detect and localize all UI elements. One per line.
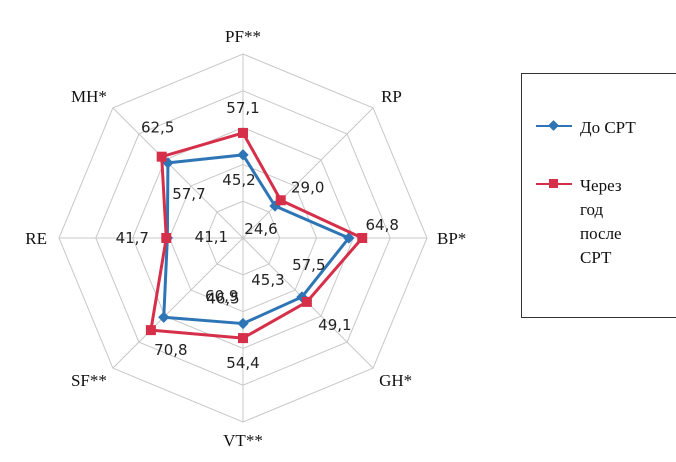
grid-spoke [112, 107, 244, 239]
data-point [357, 233, 368, 243]
data-point [161, 233, 172, 243]
data-point [275, 195, 286, 206]
data-point [238, 127, 248, 138]
axis-label: MH* [71, 87, 107, 106]
data-label: 60,9 [205, 287, 238, 305]
data-label: 49,1 [318, 316, 351, 334]
data-label: 62,5 [141, 119, 174, 137]
axis-label: GH* [379, 371, 412, 390]
data-point [158, 311, 170, 323]
data-label: 57,7 [172, 185, 205, 203]
legend: До СРТ Через год после СРТ [521, 73, 676, 318]
grid-spoke [242, 107, 374, 239]
legend-swatch-before [534, 116, 574, 136]
data-label: 46,5 [206, 290, 239, 308]
data-point [237, 149, 249, 161]
legend-item-before: До СРТ [534, 116, 670, 140]
axis-label: VT** [223, 431, 263, 450]
radar-labels: PF** RP BP* GH* VT** SF** RE MH* 45,2 24,6 57,5 45,… [25, 27, 466, 450]
data-label: 70,8 [154, 341, 187, 359]
data-point [156, 151, 167, 162]
data-label: 45,2 [222, 171, 255, 189]
legend-label-after: Через год после СРТ [580, 176, 622, 267]
axis-label: BP* [437, 229, 466, 248]
axis-label: SF** [71, 371, 107, 390]
data-point [301, 296, 312, 307]
data-point [343, 232, 355, 244]
data-point [145, 325, 156, 336]
legend-item-after: Через год после СРТ [534, 174, 670, 270]
data-label: 41,1 [195, 228, 228, 246]
data-point [237, 317, 249, 330]
axis-label: PF** [225, 27, 261, 46]
data-label: 64,8 [366, 216, 399, 234]
data-label: 45,3 [251, 271, 284, 289]
data-label: 54,4 [226, 354, 259, 372]
data-label: 57,5 [292, 256, 325, 274]
data-point [238, 333, 248, 344]
data-label: 57,1 [226, 99, 259, 117]
axis-label: RP [381, 87, 402, 106]
legend-swatch-after [534, 174, 574, 194]
data-label: 41,7 [116, 229, 149, 247]
data-label: 29,0 [291, 178, 324, 196]
grid-spoke [112, 237, 244, 369]
radar-grid [58, 53, 428, 423]
radar-series [145, 127, 368, 344]
axis-label: RE [25, 229, 47, 248]
legend-label-before: До СРТ [580, 118, 636, 137]
data-label: 24,6 [244, 220, 277, 238]
